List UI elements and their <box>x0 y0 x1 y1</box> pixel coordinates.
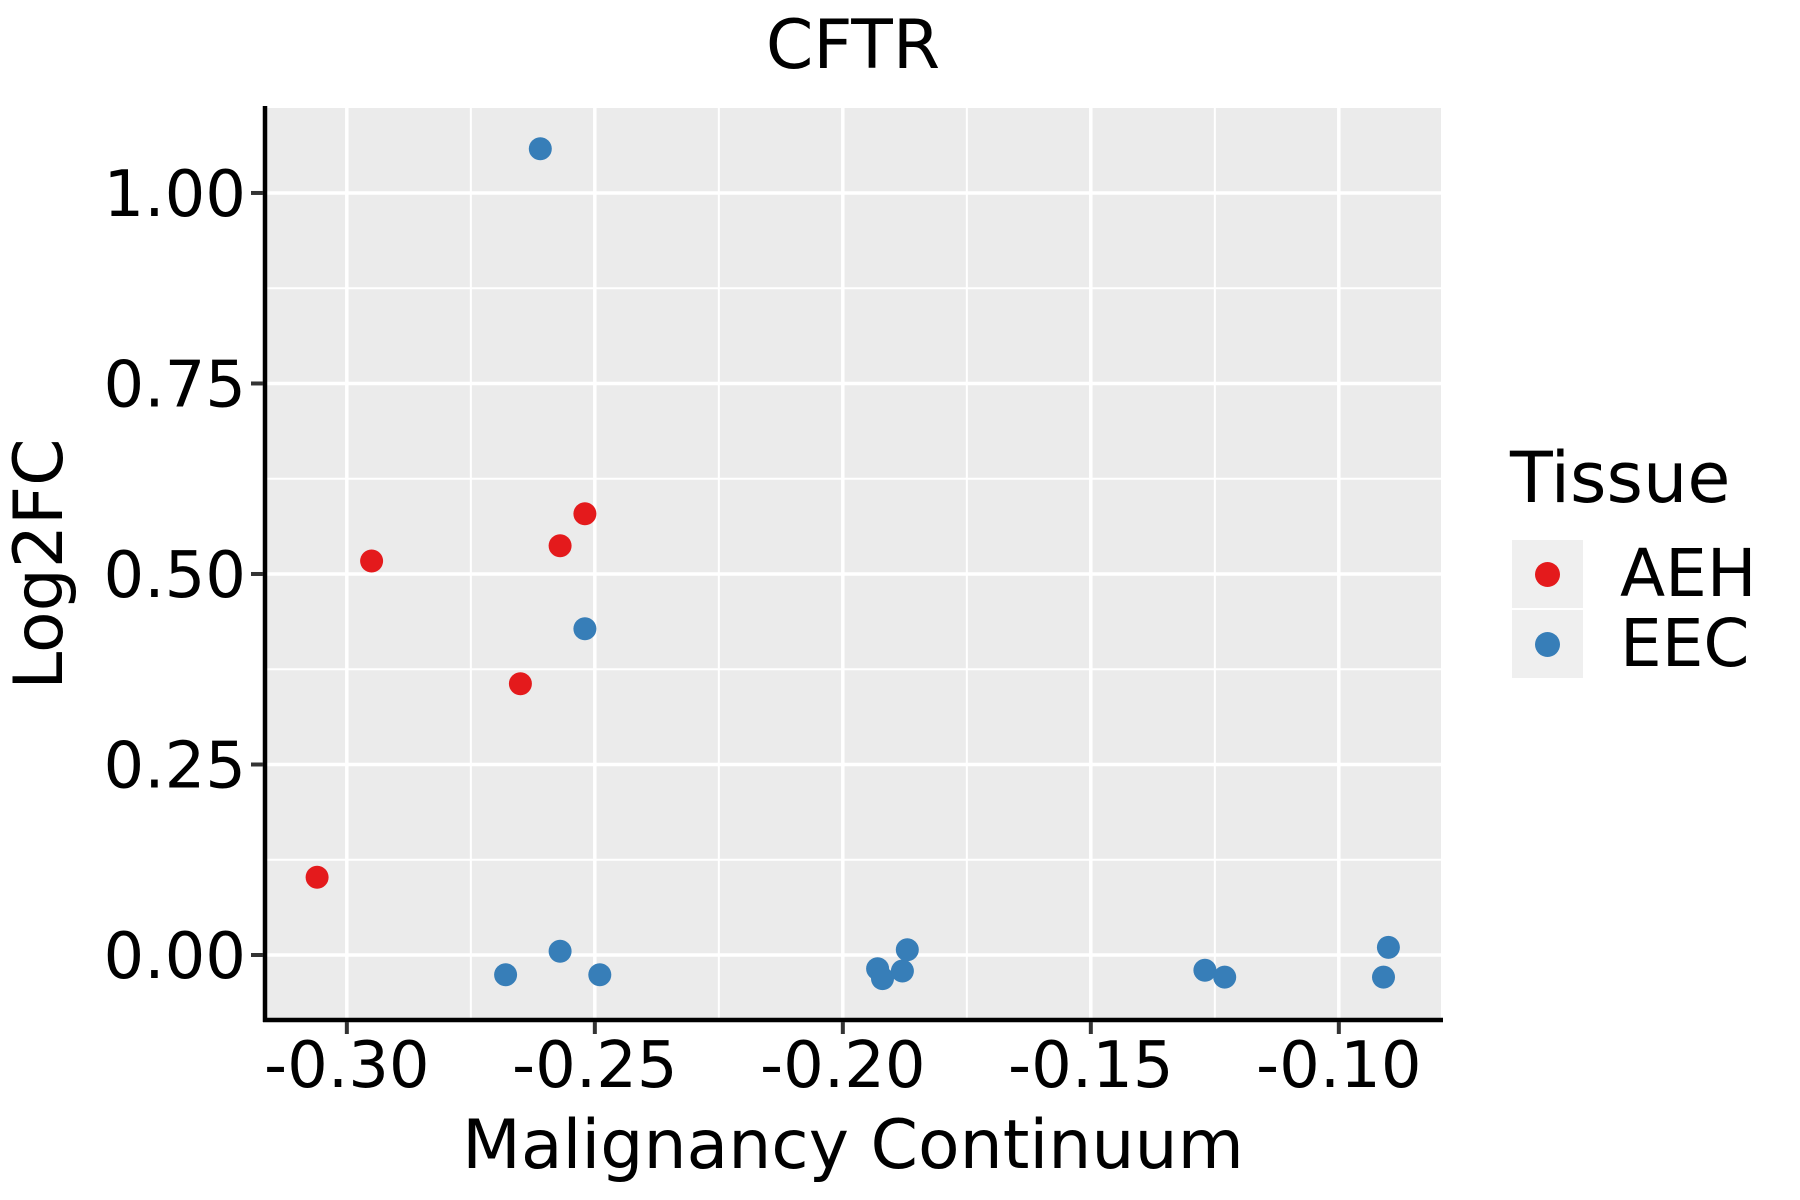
data-point-eec <box>1193 958 1217 982</box>
y-tick-label: 0.00 <box>104 920 247 994</box>
legend-dot-eec-icon <box>1535 631 1560 657</box>
data-point-aeh <box>305 865 329 889</box>
y-tick-label: 1.00 <box>104 158 247 232</box>
data-point-eec <box>1376 935 1400 959</box>
x-tick-label: -0.20 <box>760 1029 926 1103</box>
x-tick-label: -0.30 <box>264 1029 430 1103</box>
legend-label-eec: EEC <box>1620 605 1750 682</box>
data-point-eec <box>1213 965 1237 989</box>
data-point-eec <box>588 963 612 987</box>
y-tick-label: 0.75 <box>104 348 247 422</box>
data-point-aeh <box>360 549 384 573</box>
x-axis-title: Malignancy Continuum <box>462 1106 1244 1185</box>
data-point-eec <box>573 617 597 641</box>
data-point-eec <box>494 963 518 987</box>
y-tick-label: 0.50 <box>104 539 247 613</box>
data-point-eec <box>871 967 894 991</box>
data-point-eec <box>890 959 914 983</box>
y-tick-label: 0.25 <box>104 729 247 803</box>
data-point-aeh <box>573 502 597 526</box>
chart-title: CFTR <box>765 6 941 85</box>
data-point-eec <box>1372 965 1395 989</box>
legend-key-eec <box>1512 610 1583 678</box>
data-point-aeh <box>508 672 532 696</box>
data-point-eec <box>548 939 572 963</box>
x-tick-label: -0.15 <box>1008 1029 1174 1103</box>
panel-background <box>265 108 1441 1020</box>
legend-title: Tissue <box>1510 437 1731 519</box>
legend-key-aeh <box>1512 540 1583 608</box>
legend-dot-aeh-icon <box>1535 561 1560 587</box>
x-tick-label: -0.25 <box>512 1029 678 1103</box>
data-point-aeh <box>548 534 572 558</box>
data-point-eec <box>528 137 552 161</box>
data-point-eec <box>895 938 919 962</box>
y-axis-title: Log2FC <box>0 438 79 690</box>
legend-label-aeh: AEH <box>1620 535 1757 612</box>
x-tick-label: -0.10 <box>1256 1029 1422 1103</box>
